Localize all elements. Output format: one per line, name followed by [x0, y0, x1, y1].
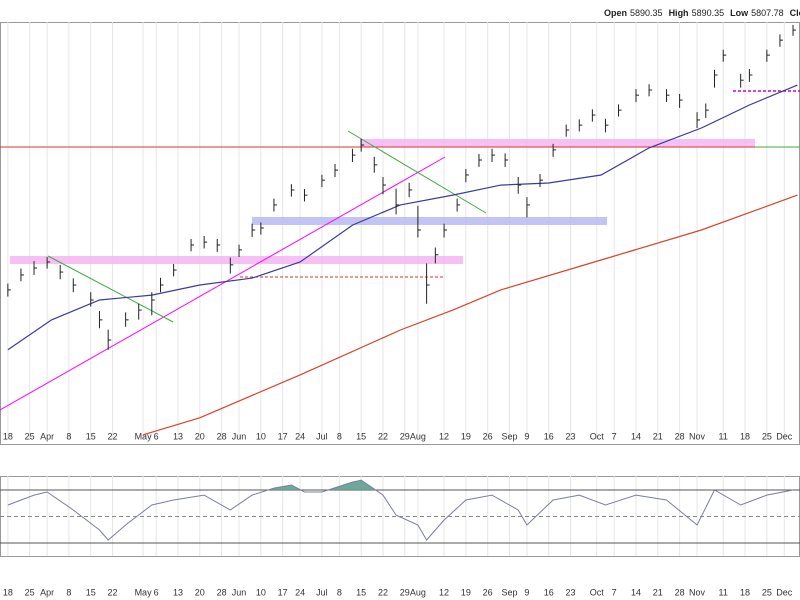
- x-tick-label: 10: [256, 587, 266, 597]
- x-tick-label: 22: [108, 587, 118, 597]
- x-tick-label: May: [135, 431, 153, 441]
- x-tick-label: 22: [378, 587, 388, 597]
- label: High: [668, 8, 689, 18]
- x-tick-label: 15: [356, 431, 366, 441]
- x-tick-label: 28: [675, 587, 685, 597]
- x-tick-label: 6: [154, 587, 159, 597]
- x-tick-label: 19: [461, 587, 471, 597]
- x-tick-label: 24: [295, 431, 305, 441]
- x-tick-label: Jun: [232, 587, 247, 597]
- rsi-line: [7, 479, 794, 541]
- x-tick-label: 29: [400, 431, 410, 441]
- x-tick-label: 29: [400, 587, 410, 597]
- x-tick-label: Dec: [776, 587, 793, 597]
- x-tick-label: 15: [86, 431, 96, 441]
- x-tick-label: 8: [337, 431, 342, 441]
- x-tick-label: 14: [631, 431, 641, 441]
- x-tick-label: May: [135, 587, 153, 597]
- moving-average: [7, 84, 798, 351]
- x-tick-label: 13: [173, 587, 183, 597]
- x-tick-label: 15: [86, 587, 96, 597]
- label: Close: [789, 8, 800, 18]
- x-tick-label: Aug: [410, 587, 426, 597]
- x-tick-label: Dec: [776, 431, 793, 441]
- x-tick-label: 18: [740, 587, 750, 597]
- x-tick-label: 18: [740, 431, 750, 441]
- x-tick-label: 10: [256, 431, 266, 441]
- x-tick-label: 18: [3, 431, 13, 441]
- resistance-band: [360, 139, 755, 147]
- x-tick-label: 22: [108, 431, 118, 441]
- x-tick-label: Sep: [501, 587, 517, 597]
- x-tick-label: 8: [337, 587, 342, 597]
- x-tick-label: Oct: [590, 587, 605, 597]
- support-band: [252, 217, 607, 225]
- x-tick-label: Jul: [316, 587, 328, 597]
- x-tick-label: 25: [762, 431, 772, 441]
- value: 5890.35: [630, 8, 663, 18]
- x-tick-label: 20: [195, 431, 205, 441]
- trend-line: [0, 156, 446, 411]
- x-tick-label: Sep: [501, 431, 517, 441]
- x-tick-label: Nov: [689, 587, 706, 597]
- x-tick-label: Oct: [590, 431, 605, 441]
- x-tick-label: 8: [66, 431, 71, 441]
- x-tick-label: 13: [173, 431, 183, 441]
- x-tick-label: 17: [278, 431, 288, 441]
- x-tick-label: 19: [461, 431, 471, 441]
- x-tick-label: 12: [439, 587, 449, 597]
- x-tick-label: Nov: [689, 431, 706, 441]
- x-tick-label: 28: [217, 431, 227, 441]
- x-tick-label: 9: [524, 587, 529, 597]
- x-tick-label: 21: [653, 587, 663, 597]
- x-tick-label: 9: [524, 431, 529, 441]
- x-tick-label: 23: [566, 431, 576, 441]
- x-tick-label: 26: [483, 431, 493, 441]
- x-tick-label: 18: [3, 587, 13, 597]
- x-tick-label: 7: [612, 587, 617, 597]
- label: Low: [730, 8, 749, 18]
- x-tick-label: 23: [566, 587, 576, 597]
- x-tick-label: Jul: [316, 431, 328, 441]
- x-tick-label: 24: [295, 587, 305, 597]
- x-tick-label: 8: [66, 587, 71, 597]
- x-tick-label: 25: [25, 431, 35, 441]
- x-tick-label: 16: [544, 431, 554, 441]
- x-tick-label: 26: [483, 587, 493, 597]
- x-tick-label: 6: [154, 431, 159, 441]
- value: 5807.78: [751, 8, 784, 18]
- x-tick-label: Aug: [410, 431, 426, 441]
- x-tick-label: 22: [378, 431, 388, 441]
- x-tick-label: 12: [439, 431, 449, 441]
- annotations: [0, 90, 800, 411]
- trend-line: [347, 130, 487, 214]
- x-tick-label: 7: [612, 431, 617, 441]
- x-tick-label: 16: [544, 587, 554, 597]
- x-tick-label: Jun: [232, 431, 247, 441]
- x-tick-label: 11: [719, 587, 728, 597]
- x-tick-label: 25: [25, 587, 35, 597]
- value: 5890.35: [691, 8, 725, 18]
- x-tick-label: 11: [719, 431, 728, 441]
- moving-average: [142, 194, 798, 436]
- x-tick-label: 21: [653, 431, 663, 441]
- x-tick-label: 28: [675, 431, 685, 441]
- x-tick-label: Apr: [40, 587, 54, 597]
- x-tick-label: 15: [356, 587, 366, 597]
- x-tick-label: 17: [278, 587, 288, 597]
- x-tick-label: 14: [631, 587, 641, 597]
- x-tick-label: 25: [762, 587, 772, 597]
- x-tick-label: 20: [195, 587, 205, 597]
- support-band: [10, 256, 463, 264]
- x-tick-label: 28: [217, 587, 227, 597]
- label: Open: [604, 8, 628, 18]
- x-tick-label: Apr: [40, 431, 54, 441]
